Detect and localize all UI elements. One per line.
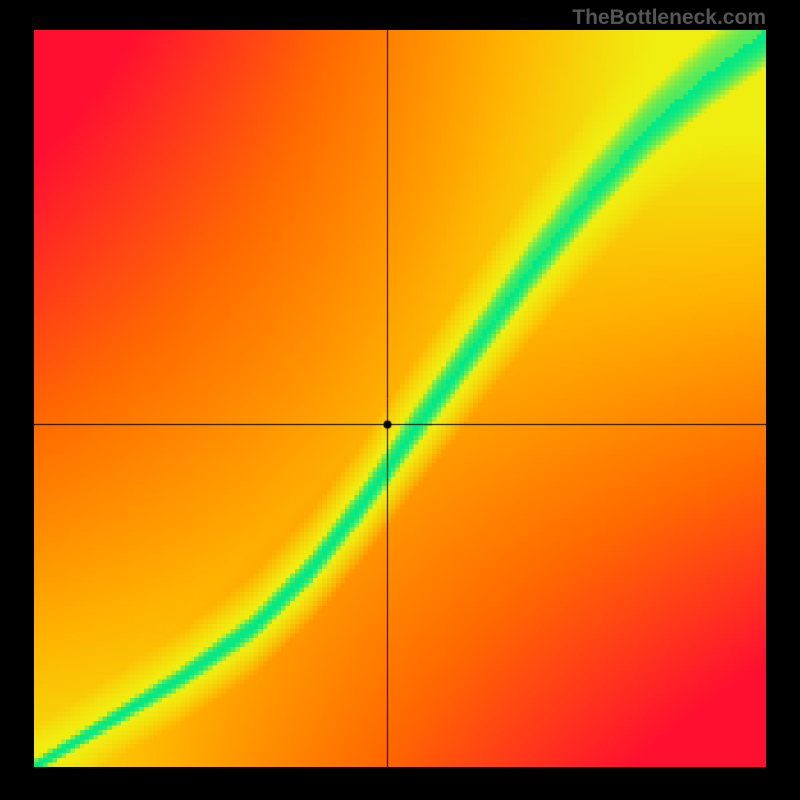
watermark-text: TheBottleneck.com (572, 6, 766, 30)
crosshair-overlay (34, 30, 766, 767)
chart-container: TheBottleneck.com (0, 0, 800, 800)
